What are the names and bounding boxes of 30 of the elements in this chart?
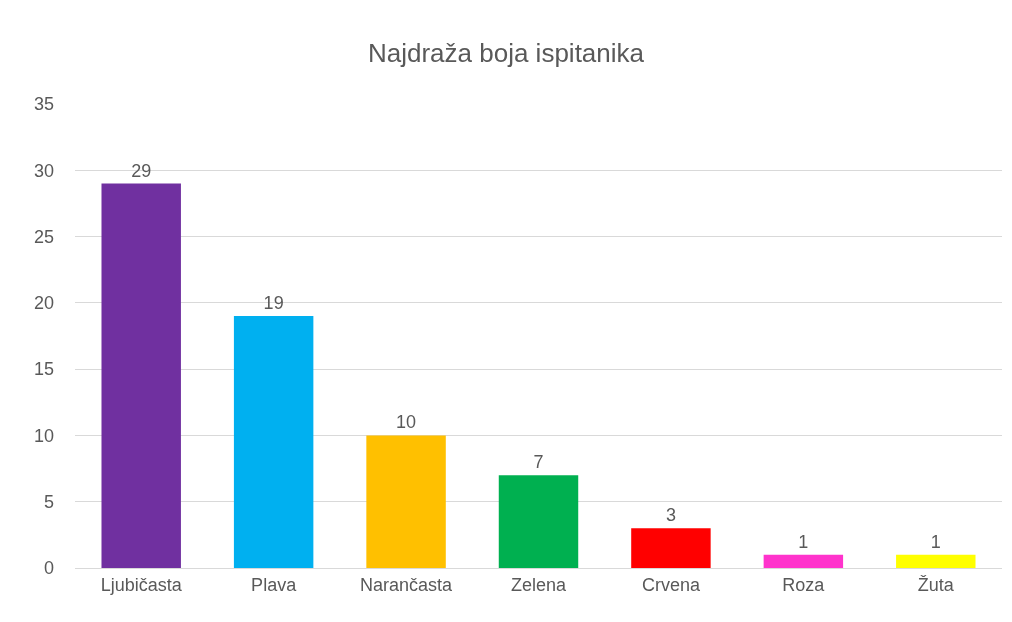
y-tick-label: 5 <box>43 492 54 513</box>
y-tick-label: 15 <box>33 359 54 380</box>
bar <box>366 435 446 568</box>
bar <box>763 554 844 568</box>
x-tick-label: Crvena <box>641 574 701 595</box>
bar <box>101 183 181 568</box>
x-tick-label: Ljubičasta <box>100 574 183 595</box>
data-label: 1 <box>798 531 809 552</box>
bar <box>896 554 976 568</box>
data-label: 3 <box>665 505 676 526</box>
x-tick-label: Žuta <box>917 574 955 595</box>
x-tick-label: Zelena <box>510 574 567 595</box>
chart-title: Najdraža boja ispitanika <box>367 37 645 68</box>
bar <box>498 475 579 568</box>
y-tick-label: 20 <box>33 293 54 314</box>
y-tick-label: 0 <box>43 558 54 579</box>
y-tick-label: 25 <box>33 226 54 247</box>
data-label: 10 <box>396 412 417 433</box>
data-label: 19 <box>263 293 284 314</box>
data-label: 1 <box>930 531 941 552</box>
data-label: 7 <box>533 452 544 473</box>
y-tick-label: 35 <box>33 94 54 115</box>
x-tick-label: Narančasta <box>360 574 454 595</box>
x-tick-label: Roza <box>782 574 826 595</box>
bar <box>233 316 314 568</box>
y-tick-label: 30 <box>33 160 54 181</box>
x-tick-label: Plava <box>251 574 298 595</box>
y-tick-label: 10 <box>33 425 54 446</box>
bar <box>631 528 711 568</box>
data-label: 29 <box>131 160 152 181</box>
